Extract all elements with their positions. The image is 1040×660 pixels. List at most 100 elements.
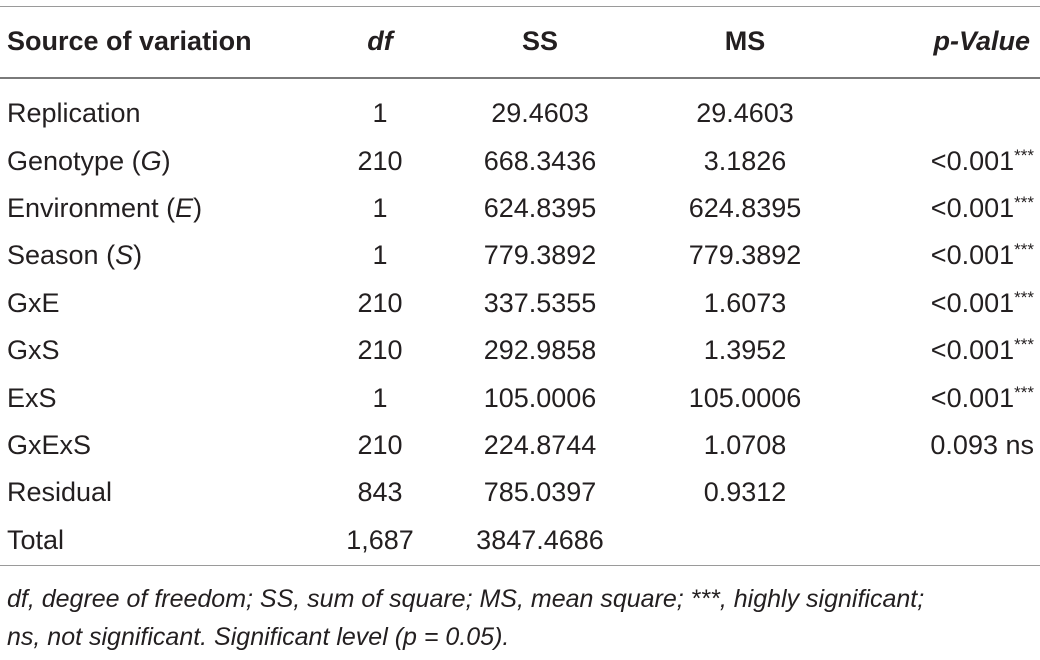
cell-source: ExS xyxy=(0,374,320,421)
cell-ms: 1.6073 xyxy=(703,287,787,318)
cell-ss: 624.8395 xyxy=(483,192,597,223)
cell-df: 210 xyxy=(357,429,403,460)
cell-ss: 105.0006 xyxy=(483,382,597,413)
cell-p-value: <0.001*** xyxy=(850,327,1040,374)
table-header: Source of variation df SS MS p-Value xyxy=(0,0,1040,80)
cell-ms xyxy=(640,517,850,564)
cell-ss: 779.3892 xyxy=(483,240,597,271)
table-footnote: df, degree of freedom; SS, sum of square… xyxy=(7,580,1032,656)
header-ss: SS xyxy=(521,25,559,56)
cell-ms: 1.0708 xyxy=(703,429,787,460)
source-label: ExS xyxy=(7,382,57,413)
footnote-line-2: ns, not significant. Significant level (… xyxy=(7,623,510,651)
source-label-suffix: ) xyxy=(133,240,143,271)
cell-source: Season (S) xyxy=(0,232,320,279)
table-row: Replication 1 29.4603 29.4603 xyxy=(0,80,1040,137)
table-row: GxE 210 337.5355 1.6073 <0.001*** xyxy=(0,280,1040,327)
source-label-suffix: ) xyxy=(193,192,203,223)
table-row: Residual 843 785.0397 0.9312 xyxy=(0,469,1040,516)
cell-source: Environment (E) xyxy=(0,185,320,232)
cell-source: GxExS xyxy=(0,422,320,469)
p-value-text: <0.001 xyxy=(930,335,1015,366)
significance-marker: *** xyxy=(1014,335,1034,355)
cell-source: Genotype (G) xyxy=(0,137,320,184)
cell-p-value: 0.093 ns xyxy=(850,422,1040,469)
cell-ss: 29.4603 xyxy=(491,98,589,129)
p-value-text: 0.093 ns xyxy=(930,429,1034,460)
header-p-value: p-Value xyxy=(933,25,1030,56)
table-body: Replication 1 29.4603 29.4603 Genotype (G) 21… xyxy=(0,80,1040,564)
source-factor-symbol: E xyxy=(175,192,194,223)
cell-ss: 337.5355 xyxy=(483,287,597,318)
cell-df: 1 xyxy=(372,192,388,223)
source-label: Residual xyxy=(7,477,113,508)
source-factor-symbol: S xyxy=(115,240,134,271)
cell-p-value xyxy=(850,80,1040,137)
cell-df: 1,687 xyxy=(346,524,414,555)
table-row: Total 1,687 3847.4686 xyxy=(0,517,1040,564)
header-source: Source of variation xyxy=(7,25,252,56)
cell-ss: 3847.4686 xyxy=(476,524,604,555)
cell-source: Total xyxy=(0,517,320,564)
cell-df: 843 xyxy=(357,477,403,508)
cell-df: 1 xyxy=(372,382,388,413)
cell-source: Replication xyxy=(0,80,320,137)
p-value-text: <0.001 xyxy=(930,382,1015,413)
cell-p-value: <0.001*** xyxy=(850,185,1040,232)
table-row: GxS 210 292.9858 1.3952 <0.001*** xyxy=(0,327,1040,374)
cell-ms: 29.4603 xyxy=(696,98,794,129)
significance-marker: *** xyxy=(1014,145,1034,165)
cell-df: 1 xyxy=(372,98,388,129)
source-label: Total xyxy=(7,524,65,555)
footnote-line-1: df, degree of freedom; SS, sum of square… xyxy=(7,585,925,613)
significance-marker: *** xyxy=(1014,192,1034,212)
cell-ms: 779.3892 xyxy=(688,240,802,271)
significance-marker: *** xyxy=(1014,382,1034,402)
significance-marker: *** xyxy=(1014,240,1034,260)
source-factor-symbol: G xyxy=(140,145,162,176)
p-value-text: <0.001 xyxy=(930,145,1015,176)
source-label: Environment ( xyxy=(7,192,176,223)
p-value-text: <0.001 xyxy=(930,240,1015,271)
source-label: Replication xyxy=(7,98,141,129)
cell-source: GxS xyxy=(0,327,320,374)
cell-p-value: <0.001*** xyxy=(850,137,1040,184)
cell-source: Residual xyxy=(0,469,320,516)
header-ms: MS xyxy=(724,25,766,56)
cell-ms: 3.1826 xyxy=(703,145,787,176)
table-row: Season (S) 1 779.3892 779.3892 <0.001*** xyxy=(0,232,1040,279)
p-value-text: <0.001 xyxy=(930,287,1015,318)
cell-ms: 624.8395 xyxy=(688,192,802,223)
source-label: GxS xyxy=(7,335,60,366)
source-label: Season ( xyxy=(7,240,116,271)
table-bottom-rule xyxy=(0,565,1040,566)
table-row: Environment (E) 1 624.8395 624.8395 <0.001**… xyxy=(0,185,1040,232)
cell-p-value xyxy=(850,469,1040,516)
table-row: GxExS 210 224.8744 1.0708 0.093 ns xyxy=(0,422,1040,469)
cell-ms: 0.9312 xyxy=(703,477,787,508)
source-label: GxExS xyxy=(7,429,92,460)
table-row: ExS 1 105.0006 105.0006 <0.001*** xyxy=(0,374,1040,421)
header-df: df xyxy=(367,25,393,56)
cell-p-value: <0.001*** xyxy=(850,232,1040,279)
table-header-rule xyxy=(0,77,1040,79)
header-row: Source of variation df SS MS p-Value xyxy=(0,0,1040,80)
cell-df: 210 xyxy=(357,145,403,176)
cell-ss: 668.3436 xyxy=(483,145,597,176)
cell-source: GxE xyxy=(0,280,320,327)
significance-marker: *** xyxy=(1014,287,1034,307)
p-value-text: <0.001 xyxy=(930,192,1015,223)
cell-ss: 224.8744 xyxy=(483,429,597,460)
cell-ms: 105.0006 xyxy=(688,382,802,413)
cell-p-value: <0.001*** xyxy=(850,374,1040,421)
table-row: Genotype (G) 210 668.3436 3.1826 <0.001*** xyxy=(0,137,1040,184)
cell-df: 1 xyxy=(372,240,388,271)
cell-ms: 1.3952 xyxy=(703,335,787,366)
cell-ss: 785.0397 xyxy=(483,477,597,508)
cell-ss: 292.9858 xyxy=(483,335,597,366)
cell-p-value xyxy=(850,517,1040,564)
source-label-suffix: ) xyxy=(161,145,171,176)
source-label: GxE xyxy=(7,287,60,318)
source-label: Genotype ( xyxy=(7,145,141,176)
cell-df: 210 xyxy=(357,287,403,318)
